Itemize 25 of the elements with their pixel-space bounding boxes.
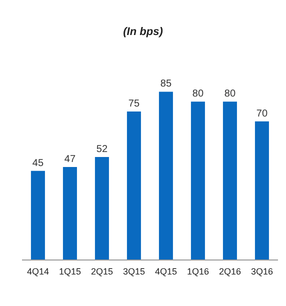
data-label: 52 [96,144,108,156]
bar [94,157,109,260]
bar [126,112,141,260]
x-tick-label: 2Q15 [90,266,114,276]
x-tick-label: 3Q16 [250,266,274,276]
bar [190,102,205,260]
x-tick-label: 2Q16 [218,266,242,276]
chart-title: (In bps) [122,26,164,40]
data-label: 75 [128,98,140,110]
bar [222,102,237,260]
bar [30,170,45,260]
data-label: 85 [160,78,172,90]
bar [158,92,173,260]
data-label: 47 [64,154,76,165]
bar [254,121,269,260]
bar [62,166,77,260]
data-label: 80 [224,88,236,100]
x-tick-label: 1Q16 [186,266,210,276]
data-label: 70 [256,108,268,120]
data-label: 80 [192,88,204,100]
x-tick-label: 1Q15 [58,266,82,276]
x-tick-label: 3Q15 [122,266,146,276]
x-tick-label: 4Q15 [154,266,178,276]
x-tick-label: 4Q14 [26,266,50,276]
data-label: 45 [32,158,44,169]
